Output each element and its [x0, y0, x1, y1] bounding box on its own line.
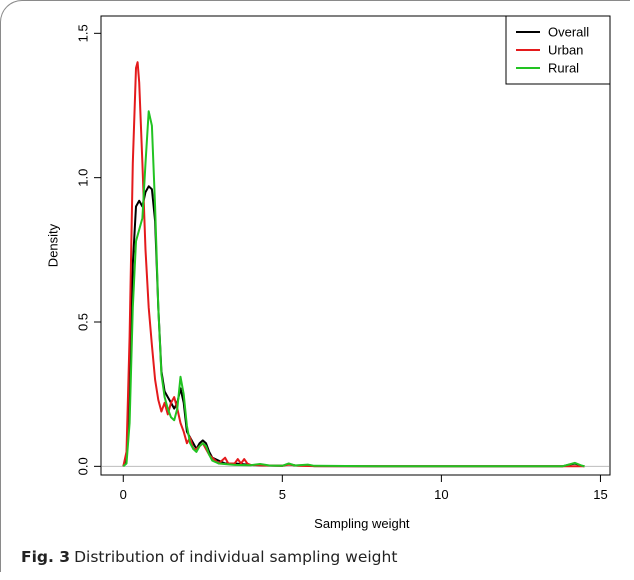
y-tick-label: 1.5: [76, 24, 91, 42]
figure-number: Fig. 3: [21, 548, 71, 566]
figure-caption: Fig. 3 Distribution of individual samplin…: [21, 548, 397, 566]
legend-label-urban: Urban: [548, 43, 583, 58]
y-tick-label: 0.0: [76, 457, 91, 475]
figure-frame: 0 5 10 15 0.0 0.5 1.0 1.5 Sampling weight Dens…: [0, 0, 630, 572]
series-line-urban: [122, 61, 585, 468]
legend-label-overall: Overall: [548, 25, 589, 40]
y-axis-title: Density: [46, 223, 61, 267]
y-tick-label: 0.5: [76, 313, 91, 331]
figure-caption-text: Distribution of individual sampling weig…: [74, 548, 398, 566]
x-axis: 0 5 10 15: [120, 474, 608, 502]
x-tick-label: 10: [434, 487, 448, 502]
series-line-overall: [122, 185, 585, 468]
legend: Overall Urban Rural: [505, 15, 611, 85]
density-plot: 0 5 10 15 0.0 0.5 1.0 1.5 Sampling weight Dens…: [46, 15, 611, 531]
x-tick-label: 15: [593, 487, 607, 502]
series-lines: [122, 61, 585, 468]
x-tick-label: 5: [279, 487, 286, 502]
legend-label-rural: Rural: [548, 61, 579, 76]
x-tick-label: 0: [120, 487, 127, 502]
y-tick-label: 1.0: [76, 169, 91, 187]
series-line-rural: [122, 110, 585, 468]
y-axis: 0.0 0.5 1.0 1.5: [76, 24, 102, 475]
x-axis-title: Sampling weight: [314, 516, 410, 531]
